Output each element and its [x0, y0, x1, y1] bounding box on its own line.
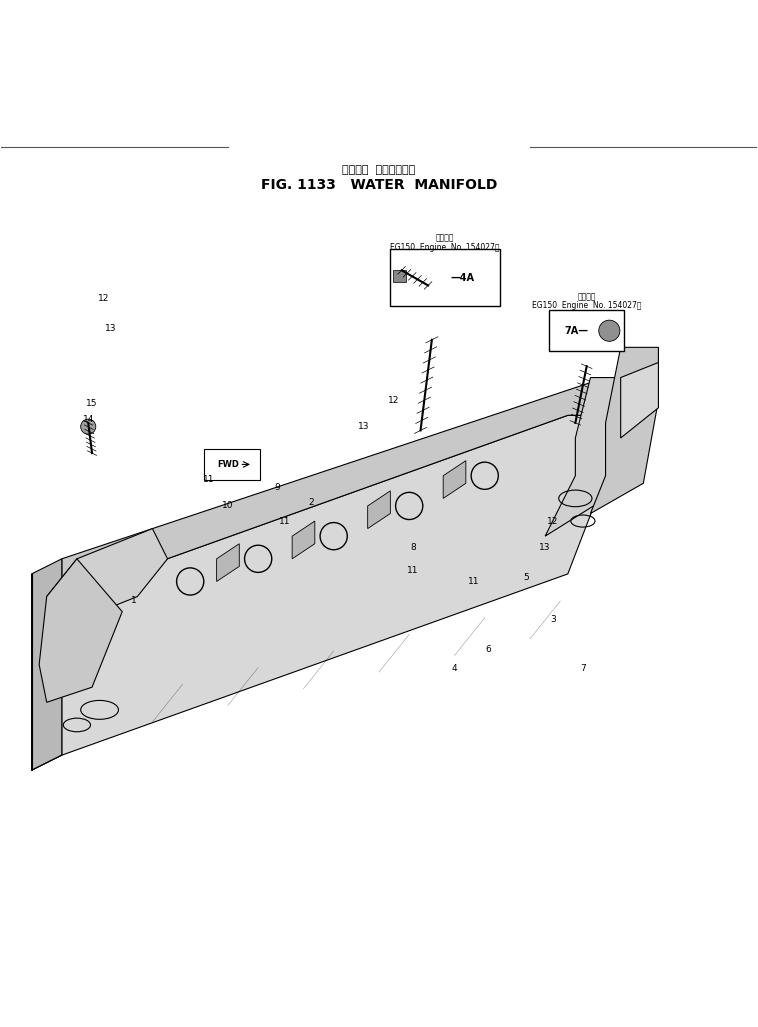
Text: 7A—: 7A— — [564, 326, 588, 336]
Text: 1: 1 — [130, 596, 136, 605]
Text: 13: 13 — [540, 543, 551, 551]
Text: 15: 15 — [86, 400, 98, 409]
Text: 12: 12 — [547, 517, 559, 526]
Text: FIG. 1133   WATER  MANIFOLD: FIG. 1133 WATER MANIFOLD — [261, 178, 497, 192]
Text: 9: 9 — [274, 483, 280, 492]
Polygon shape — [368, 491, 390, 529]
Text: 13: 13 — [358, 422, 370, 431]
Text: EG150  Engine  No. 154027～: EG150 Engine No. 154027～ — [532, 301, 641, 310]
Polygon shape — [621, 363, 659, 438]
Circle shape — [80, 419, 96, 434]
Polygon shape — [62, 378, 606, 597]
Polygon shape — [443, 461, 466, 498]
Text: 適用号機: 適用号機 — [578, 293, 596, 301]
Text: 11: 11 — [279, 517, 290, 526]
Text: 14: 14 — [83, 415, 94, 423]
Text: 10: 10 — [222, 501, 233, 510]
Polygon shape — [39, 559, 122, 702]
Polygon shape — [545, 378, 621, 536]
Polygon shape — [217, 543, 240, 581]
Text: 13: 13 — [105, 324, 117, 333]
Polygon shape — [32, 559, 62, 770]
Bar — [393, 269, 406, 281]
Polygon shape — [77, 476, 575, 687]
Text: 12: 12 — [98, 294, 109, 303]
Text: 11: 11 — [203, 476, 215, 484]
Text: 2: 2 — [309, 498, 314, 506]
Text: EG150  Engine  No. 154027～: EG150 Engine No. 154027～ — [390, 243, 500, 253]
Polygon shape — [47, 529, 168, 626]
FancyBboxPatch shape — [204, 449, 260, 480]
Text: ウォータ  マニホールド: ウォータ マニホールド — [343, 165, 415, 175]
Text: 6: 6 — [486, 645, 491, 654]
Text: 8: 8 — [410, 543, 416, 551]
Text: FWD: FWD — [217, 460, 239, 469]
Text: 5: 5 — [523, 573, 529, 582]
Text: 適用号機: 適用号機 — [435, 233, 454, 242]
Bar — [390, 250, 500, 306]
Text: 3: 3 — [550, 615, 556, 623]
Text: —4A: —4A — [450, 273, 474, 282]
Text: 7: 7 — [580, 663, 586, 673]
Text: 4: 4 — [452, 663, 457, 673]
Polygon shape — [107, 438, 575, 626]
Text: 11: 11 — [468, 577, 479, 586]
Polygon shape — [77, 589, 107, 687]
Polygon shape — [292, 521, 315, 559]
Polygon shape — [62, 415, 606, 755]
Bar — [549, 309, 625, 351]
Polygon shape — [590, 347, 659, 514]
Circle shape — [599, 320, 620, 341]
Text: 12: 12 — [388, 395, 399, 405]
Text: 11: 11 — [407, 566, 418, 575]
